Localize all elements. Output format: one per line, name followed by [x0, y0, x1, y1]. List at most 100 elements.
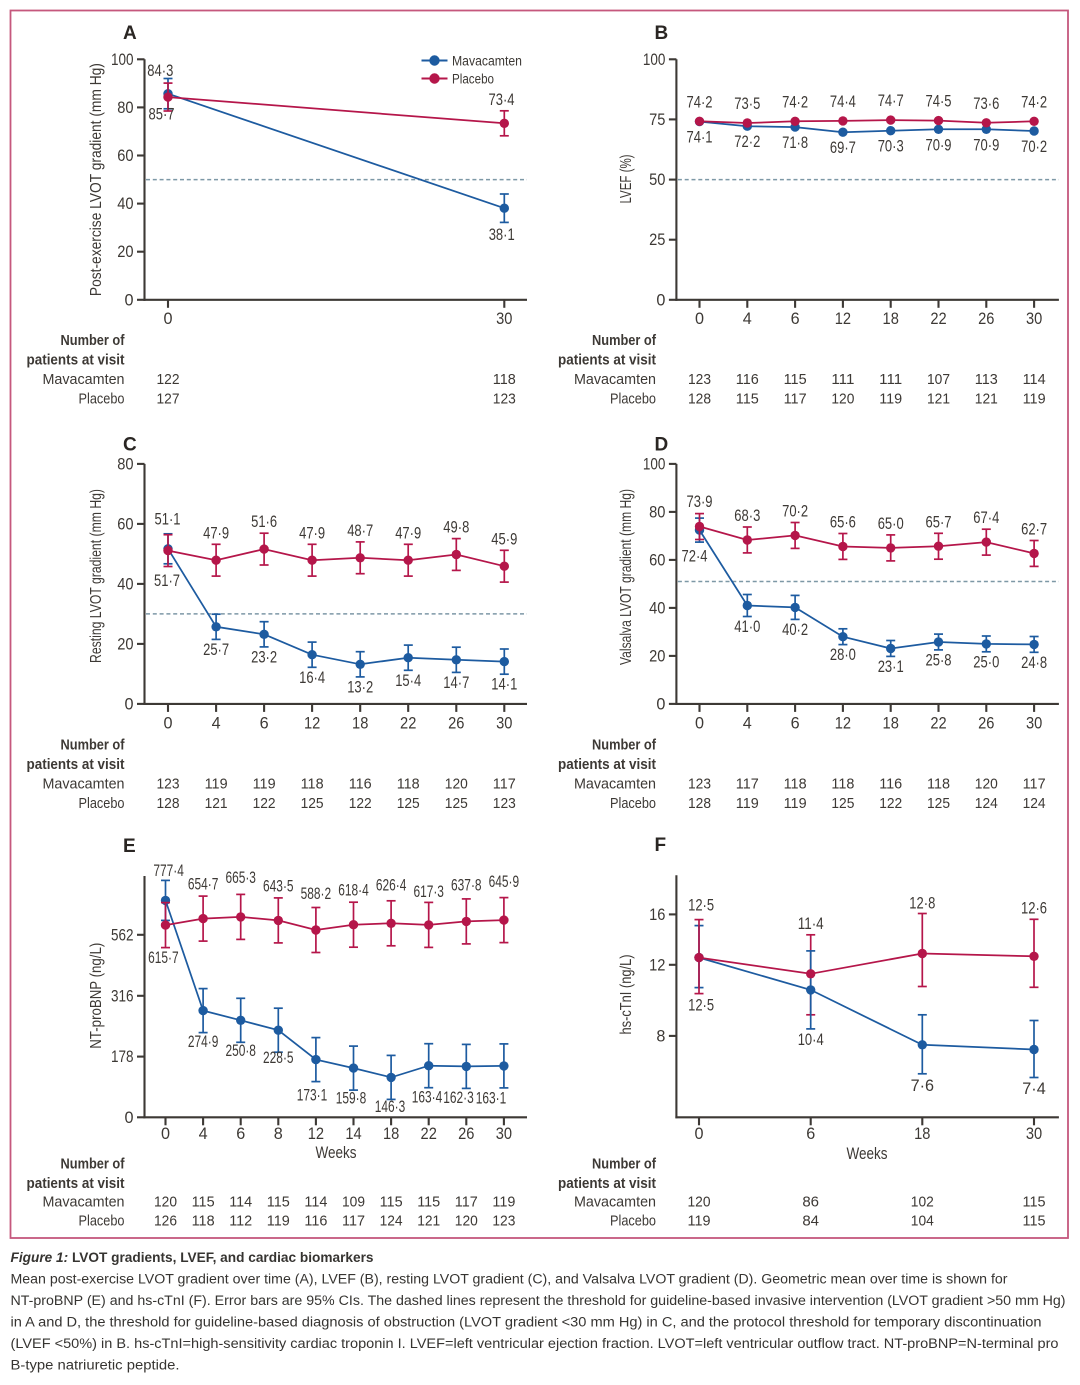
svg-text:25·7: 25·7: [203, 641, 229, 659]
svg-text:Mean post-exercise LVOT gradie: Mean post-exercise LVOT gradient over ti…: [11, 1271, 1008, 1287]
svg-text:73·6: 73·6: [973, 95, 999, 113]
svg-text:123: 123: [688, 776, 711, 793]
svg-text:123: 123: [492, 1213, 515, 1230]
svg-text:30: 30: [496, 1125, 512, 1143]
svg-text:114: 114: [304, 1193, 327, 1210]
svg-text:121: 121: [205, 795, 228, 812]
svg-text:70·9: 70·9: [926, 136, 952, 154]
svg-text:4: 4: [199, 1125, 208, 1143]
svg-text:22: 22: [930, 715, 946, 733]
svg-text:B-type natriuretic peptide.: B-type natriuretic peptide.: [11, 1357, 180, 1373]
svg-text:60: 60: [117, 515, 133, 533]
svg-text:patients at visit: patients at visit: [27, 352, 125, 369]
svg-text:C: C: [123, 435, 137, 456]
svg-text:74·2: 74·2: [1021, 93, 1047, 111]
svg-text:Post-exercise LVOT gradient (m: Post-exercise LVOT gradient (mm Hg): [88, 63, 105, 296]
svg-text:12: 12: [649, 956, 665, 974]
svg-text:123: 123: [688, 371, 711, 388]
svg-text:115: 115: [192, 1193, 215, 1210]
svg-text:40: 40: [117, 195, 133, 213]
svg-text:20: 20: [117, 243, 133, 261]
svg-text:Number of: Number of: [61, 1156, 126, 1173]
svg-text:122: 122: [157, 371, 180, 388]
svg-text:26: 26: [978, 310, 994, 328]
svg-text:125: 125: [397, 795, 420, 812]
svg-text:6: 6: [791, 310, 800, 328]
svg-text:80: 80: [649, 503, 665, 521]
svg-text:120: 120: [445, 776, 468, 793]
svg-text:Mavacamten: Mavacamten: [43, 776, 125, 793]
svg-text:4: 4: [212, 715, 221, 733]
svg-text:117: 117: [784, 391, 807, 408]
svg-text:637·8: 637·8: [451, 877, 482, 895]
svg-text:128: 128: [157, 795, 180, 812]
svg-text:Number of: Number of: [592, 332, 657, 349]
svg-text:119: 119: [688, 1213, 711, 1230]
svg-text:114: 114: [229, 1193, 252, 1210]
svg-text:49·8: 49·8: [443, 519, 469, 537]
svg-text:Weeks: Weeks: [847, 1145, 888, 1163]
svg-text:117: 117: [342, 1213, 365, 1230]
svg-text:in A and D, the threshold for: in A and D, the threshold for guideline-…: [11, 1314, 1042, 1330]
svg-text:51·1: 51·1: [155, 511, 181, 529]
svg-text:80: 80: [117, 99, 133, 117]
svg-text:40·2: 40·2: [782, 621, 808, 639]
svg-text:30: 30: [496, 310, 512, 328]
svg-text:Placebo: Placebo: [610, 1213, 656, 1230]
svg-text:113: 113: [975, 371, 998, 388]
svg-text:645·9: 645·9: [489, 873, 520, 891]
svg-text:102: 102: [911, 1193, 934, 1210]
svg-text:6: 6: [791, 715, 800, 733]
svg-text:18: 18: [914, 1125, 930, 1143]
svg-text:74·2: 74·2: [782, 93, 808, 111]
svg-text:0: 0: [695, 310, 704, 328]
svg-text:125: 125: [831, 795, 854, 812]
svg-text:128: 128: [688, 795, 711, 812]
svg-text:8: 8: [656, 1027, 665, 1045]
svg-text:Number of: Number of: [61, 737, 126, 754]
svg-text:(LVEF <50%) in B. hs-cTnI=high: (LVEF <50%) in B. hs-cTnI=high-sensitivi…: [11, 1336, 1059, 1352]
svg-text:74·2: 74·2: [687, 93, 713, 111]
svg-text:patients at visit: patients at visit: [558, 1175, 656, 1192]
svg-text:127: 127: [157, 391, 180, 408]
svg-text:LVEF (%): LVEF (%): [618, 155, 635, 204]
svg-text:NT-proBNP (E) and hs-cTnI (F).: NT-proBNP (E) and hs-cTnI (F). Error bar…: [11, 1293, 1066, 1309]
svg-text:26: 26: [458, 1125, 474, 1143]
svg-text:Placebo: Placebo: [79, 391, 125, 408]
svg-text:12·6: 12·6: [1021, 899, 1047, 917]
svg-text:F: F: [655, 835, 667, 856]
svg-text:75: 75: [649, 111, 665, 129]
svg-text:121: 121: [417, 1213, 440, 1230]
svg-text:60: 60: [649, 551, 665, 569]
svg-text:228·5: 228·5: [263, 1049, 294, 1067]
svg-text:65·6: 65·6: [830, 514, 856, 532]
svg-text:patients at visit: patients at visit: [558, 756, 656, 773]
svg-text:48·7: 48·7: [347, 522, 373, 540]
svg-text:26: 26: [448, 715, 464, 733]
svg-text:Figure 1: LVOT gradients, LVEF: Figure 1: LVOT gradients, LVEF, and card…: [11, 1250, 374, 1265]
svg-text:120: 120: [154, 1193, 177, 1210]
svg-text:67·4: 67·4: [973, 509, 999, 527]
svg-text:18: 18: [883, 715, 899, 733]
svg-text:588·2: 588·2: [301, 885, 332, 903]
svg-text:51·7: 51·7: [154, 572, 180, 590]
svg-text:14·1: 14·1: [491, 676, 517, 694]
svg-text:28·0: 28·0: [830, 646, 856, 664]
svg-text:Mavacamten: Mavacamten: [574, 1193, 656, 1210]
svg-text:118: 118: [927, 776, 950, 793]
svg-text:274·9: 274·9: [188, 1033, 219, 1051]
svg-text:73·4: 73·4: [489, 91, 515, 109]
svg-text:626·4: 626·4: [376, 877, 407, 895]
svg-text:12: 12: [835, 715, 851, 733]
svg-text:15·4: 15·4: [395, 672, 421, 690]
svg-text:Mavacamten: Mavacamten: [43, 1193, 125, 1210]
svg-text:70·9: 70·9: [973, 136, 999, 154]
svg-text:73·9: 73·9: [687, 493, 713, 511]
svg-text:30: 30: [496, 715, 512, 733]
svg-text:Placebo: Placebo: [452, 72, 494, 87]
svg-text:70·2: 70·2: [1021, 138, 1047, 156]
svg-text:6: 6: [806, 1125, 815, 1143]
svg-text:120: 120: [688, 1193, 711, 1210]
svg-text:118: 118: [831, 776, 854, 793]
svg-text:Valsalva LVOT gradient (mm Hg): Valsalva LVOT gradient (mm Hg): [618, 489, 635, 665]
